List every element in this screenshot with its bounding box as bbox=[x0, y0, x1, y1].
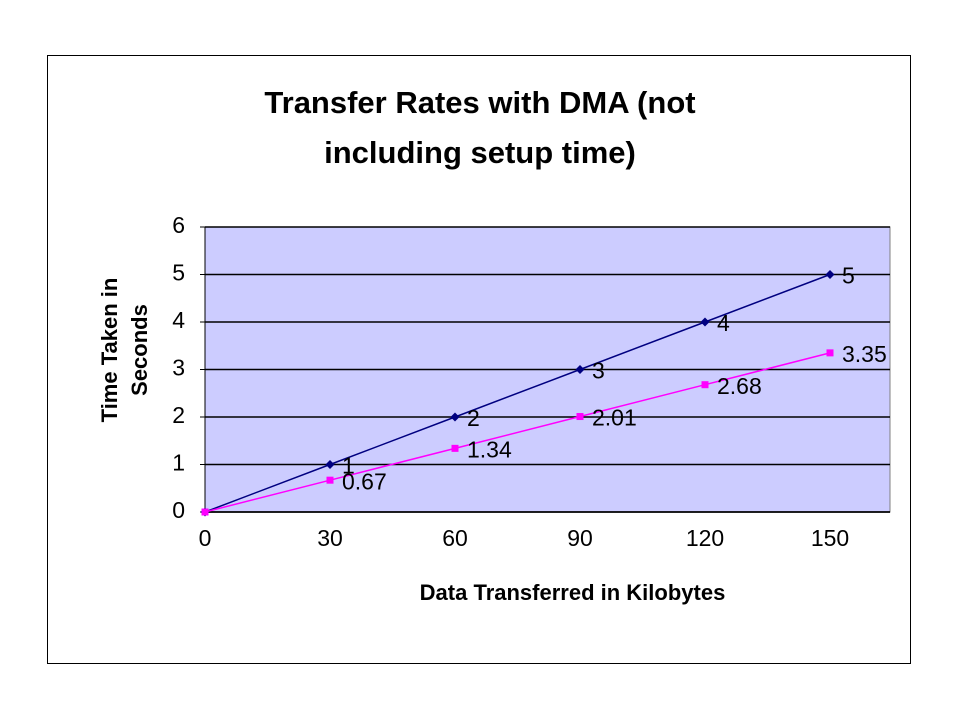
point-marker bbox=[450, 412, 460, 422]
y-tick-label: 0 bbox=[172, 497, 185, 523]
data-label: 5 bbox=[842, 263, 855, 289]
point-marker bbox=[325, 460, 335, 469]
series-line bbox=[204, 352, 831, 513]
data-label: 2 bbox=[467, 405, 480, 431]
data-label: 1 bbox=[342, 453, 355, 479]
chart-frame bbox=[47, 55, 911, 664]
data-label: 4 bbox=[717, 310, 730, 336]
y-tick-label: 4 bbox=[172, 307, 185, 333]
y-tick-label: 2 bbox=[172, 402, 185, 428]
x-axis-title: Data Transferred in Kilobytes bbox=[419, 580, 726, 605]
series-line bbox=[204, 273, 831, 513]
data-label: 3.35 bbox=[842, 341, 887, 367]
point-marker bbox=[576, 413, 584, 421]
point-marker bbox=[326, 476, 334, 484]
point-marker bbox=[825, 270, 835, 279]
x-tick-label: 0 bbox=[199, 525, 212, 551]
point-marker bbox=[201, 508, 209, 516]
y-tick-label: 3 bbox=[172, 355, 185, 381]
y-tick-label: 6 bbox=[172, 212, 185, 238]
x-tick-label: 30 bbox=[317, 525, 343, 551]
data-label: 3 bbox=[592, 358, 605, 384]
data-label: 2.01 bbox=[592, 405, 637, 431]
x-tick-label: 150 bbox=[811, 525, 849, 551]
y-tick-label: 1 bbox=[172, 450, 185, 476]
data-label: 2.68 bbox=[717, 373, 762, 399]
chart-title: Transfer Rates with DMA (not including s… bbox=[264, 85, 696, 170]
point-marker bbox=[826, 349, 834, 357]
y-tick-label: 5 bbox=[172, 260, 185, 286]
point-marker bbox=[701, 381, 709, 389]
point-marker bbox=[700, 317, 710, 327]
x-tick-label: 90 bbox=[567, 525, 593, 551]
x-tick-label: 60 bbox=[442, 525, 468, 551]
data-label: 1.34 bbox=[467, 436, 512, 462]
point-marker bbox=[451, 444, 459, 452]
data-label: 0.67 bbox=[342, 468, 387, 494]
point-marker bbox=[575, 365, 585, 374]
y-axis-title: Time Taken in Seconds bbox=[97, 277, 152, 423]
x-tick-label: 120 bbox=[686, 525, 724, 551]
